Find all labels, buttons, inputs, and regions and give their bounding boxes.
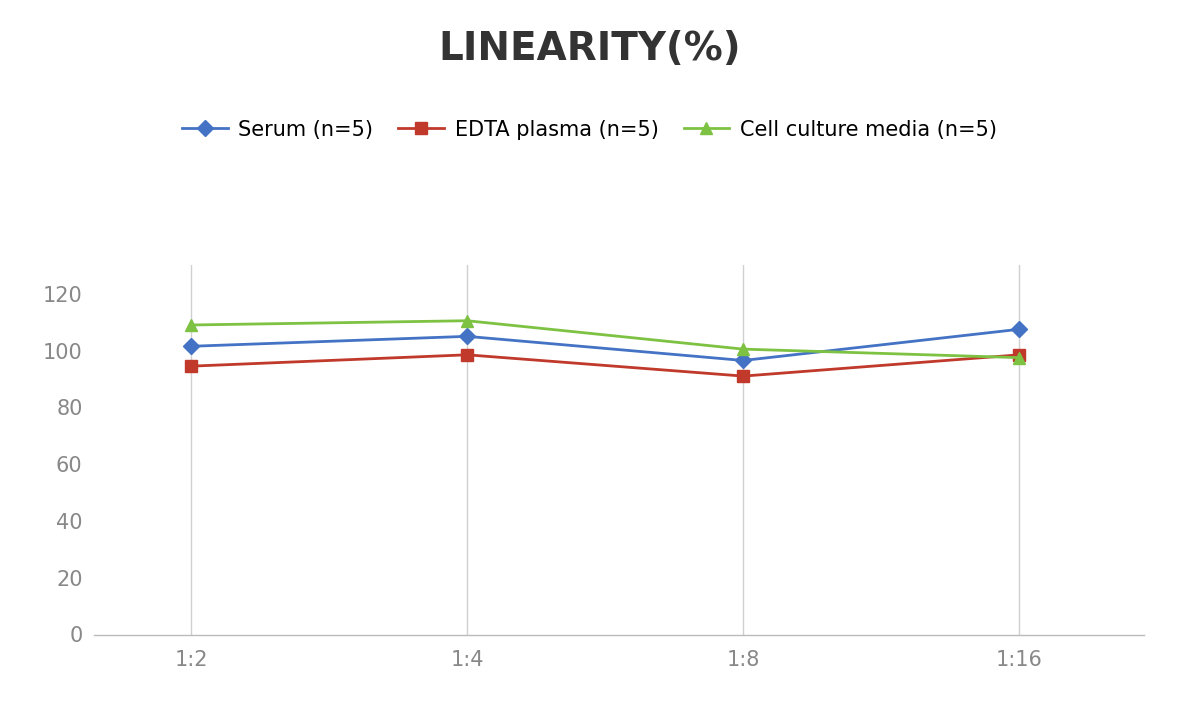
Cell culture media (n=5) [184,321,198,329]
Cell culture media (n=5) [736,345,750,353]
Line: EDTA plasma (n=5): EDTA plasma (n=5) [185,349,1025,381]
EDTA plasma (n=5) [460,350,474,359]
EDTA plasma (n=5) [736,372,750,380]
Line: Cell culture media (n=5): Cell culture media (n=5) [185,315,1025,363]
EDTA plasma (n=5) [184,362,198,370]
Serum (n=5) [460,332,474,341]
Serum (n=5) [184,342,198,350]
Legend: Serum (n=5), EDTA plasma (n=5), Cell culture media (n=5): Serum (n=5), EDTA plasma (n=5), Cell cul… [183,120,996,140]
Text: LINEARITY(%): LINEARITY(%) [439,30,740,68]
Serum (n=5) [736,356,750,364]
Line: Serum (n=5): Serum (n=5) [185,324,1025,366]
EDTA plasma (n=5) [1013,350,1027,359]
Serum (n=5) [1013,325,1027,333]
Cell culture media (n=5) [1013,353,1027,362]
Cell culture media (n=5) [460,317,474,325]
